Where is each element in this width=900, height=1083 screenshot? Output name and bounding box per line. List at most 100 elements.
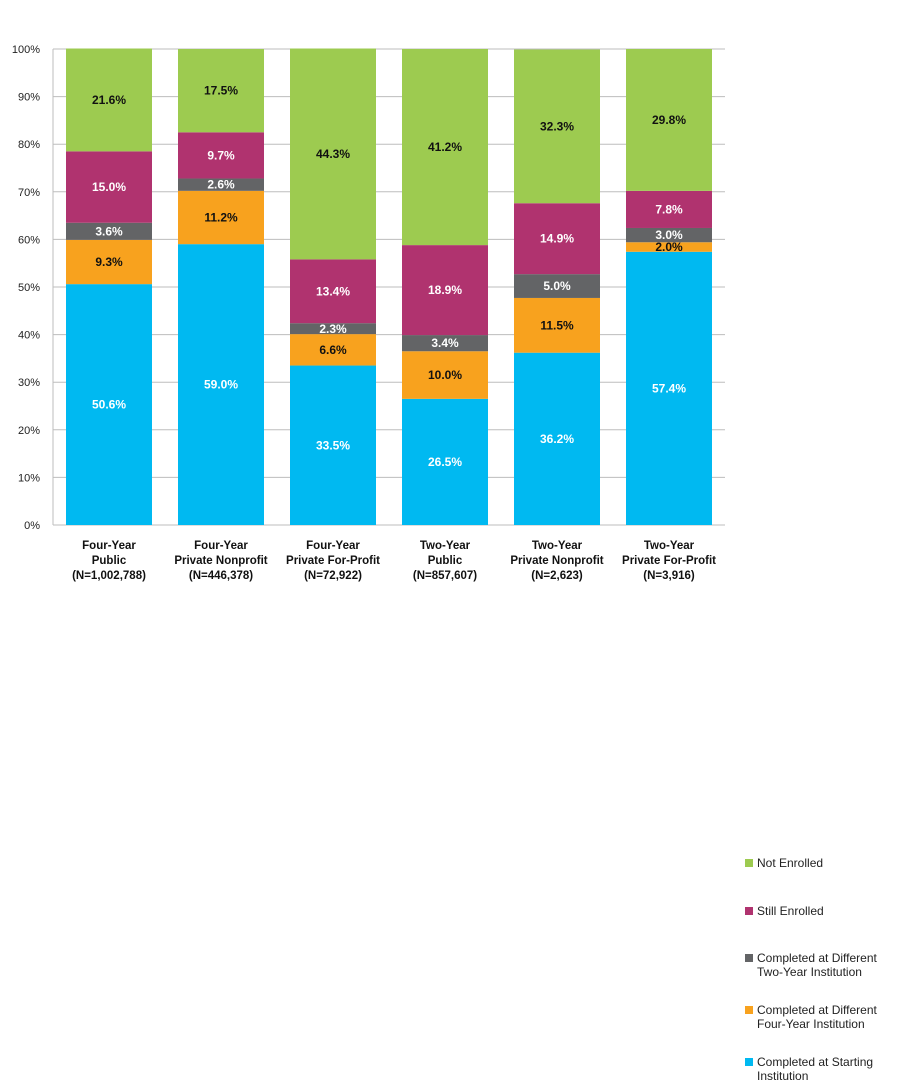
bar-segment [514, 49, 600, 204]
bar-segment [66, 222, 152, 240]
chart: 0% 10% 20% 30% 40% 50% 60% 70% 80% 90% 100% 50.6% 9.… [12, 44, 877, 1083]
bar-segment [66, 48, 152, 152]
data-label: 15.0% [92, 180, 126, 194]
data-label: 3.0% [655, 228, 683, 242]
data-label: 21.6% [92, 93, 126, 107]
y-tick-label: 70% [18, 187, 40, 199]
x-tick-label: Two-Year [420, 540, 471, 552]
data-label: 3.4% [431, 336, 459, 350]
y-tick-label: 100% [12, 44, 40, 56]
x-tick-label: Two-Year [644, 540, 695, 552]
bar-segment [66, 239, 152, 285]
data-label: 11.5% [540, 318, 574, 332]
data-label: 57.4% [652, 381, 686, 395]
data-label: 10.0% [428, 368, 462, 382]
legend-item: Completed at Starting Institution [745, 1055, 900, 1083]
x-tick-label: Private For-Profit [286, 555, 380, 567]
data-label: 7.8% [655, 202, 683, 216]
bar-segment [290, 48, 376, 260]
data-label: 2.6% [207, 178, 235, 192]
y-tick-label: 80% [18, 139, 40, 151]
x-tick-label: Four-Year [82, 540, 136, 552]
y-tick-label: 60% [18, 234, 40, 246]
bar-segment [514, 297, 600, 353]
x-tick-label: (N=446,378) [189, 570, 253, 582]
legend-swatch [745, 1006, 753, 1014]
bar-segment [178, 190, 264, 245]
x-tick-label: Private Nonprofit [174, 555, 267, 567]
data-label: 29.8% [652, 113, 686, 127]
bar-segment [626, 251, 712, 525]
legend-label: Completed at Different Two-Year Institut… [757, 951, 877, 979]
data-label: 17.5% [204, 84, 238, 98]
data-label: 2.3% [319, 322, 347, 336]
y-tick-label: 0% [24, 520, 40, 532]
bar-segment [626, 190, 712, 228]
stacked-bar-chart: 0% 10% 20% 30% 40% 50% 60% 70% 80% 90% 100% 50.6% 9.… [12, 44, 725, 582]
bar-segment [178, 178, 264, 191]
bar-segment [66, 284, 152, 525]
data-label: 59.0% [204, 378, 238, 392]
bar-segment [178, 132, 264, 179]
x-tick-label: (N=3,916) [643, 570, 695, 582]
x-tick-label: (N=72,922) [304, 570, 362, 582]
data-label: 18.9% [428, 283, 462, 297]
bar-segment [402, 398, 488, 525]
data-label: 26.5% [428, 455, 462, 469]
bar-segment [290, 365, 376, 525]
bar-segment [178, 244, 264, 525]
legend-item: Completed at Different Two-Year Institut… [745, 951, 900, 979]
data-label: 6.6% [319, 343, 347, 357]
data-label: 32.3% [540, 119, 574, 133]
x-tick-label: Four-Year [306, 540, 360, 552]
bar-segment [514, 352, 600, 525]
x-tick-label: Four-Year [194, 540, 248, 552]
x-tick-label: (N=2,623) [531, 570, 583, 582]
y-tick-label: 40% [18, 330, 40, 342]
bar-segment [402, 245, 488, 336]
legend-label: Still Enrolled [757, 904, 824, 918]
data-label: 41.2% [428, 140, 462, 154]
x-tick-label: Private For-Profit [622, 555, 716, 567]
x-tick-label: Two-Year [532, 540, 583, 552]
data-label: 2.0% [655, 240, 683, 254]
legend-item: Not Enrolled [745, 856, 900, 870]
x-tick-label: (N=857,607) [413, 570, 477, 582]
legend-swatch [745, 907, 753, 915]
bar-segment [402, 335, 488, 352]
bar-segment [290, 334, 376, 366]
legend-swatch [745, 954, 753, 962]
bar-segment [290, 323, 376, 335]
y-tick-label: 30% [18, 377, 40, 389]
legend-label: Completed at Starting Institution [757, 1055, 874, 1083]
x-tick-label: Public [92, 555, 127, 567]
y-tick-label: 20% [18, 425, 40, 437]
data-label: 5.0% [543, 279, 571, 293]
bar-segment [626, 49, 712, 191]
data-label: 13.4% [316, 284, 350, 298]
bar-segment [66, 151, 152, 223]
legend-swatch [745, 1058, 753, 1066]
y-tick-label: 90% [18, 92, 40, 104]
y-tick-label: 50% [18, 282, 40, 294]
legend-swatch [745, 859, 753, 867]
bar-segment [402, 351, 488, 399]
y-tick-label: 10% [18, 472, 40, 484]
data-label: 44.3% [316, 147, 350, 161]
legend-item: Still Enrolled [745, 904, 900, 918]
bar-segment [402, 49, 488, 246]
bar-segment [626, 227, 712, 243]
data-label: 9.3% [95, 255, 123, 269]
data-label: 50.6% [92, 398, 126, 412]
data-label: 36.2% [540, 432, 574, 446]
legend-label: Not Enrolled [757, 856, 824, 870]
bar-segment [626, 242, 712, 252]
data-label: 11.2% [204, 211, 238, 225]
bar-segment [290, 259, 376, 324]
x-tick-label: Public [428, 555, 463, 567]
bar-segment [514, 274, 600, 298]
bar-segment [178, 49, 264, 133]
data-label: 33.5% [316, 438, 350, 452]
data-label: 9.7% [207, 148, 235, 162]
data-label: 14.9% [540, 232, 574, 246]
